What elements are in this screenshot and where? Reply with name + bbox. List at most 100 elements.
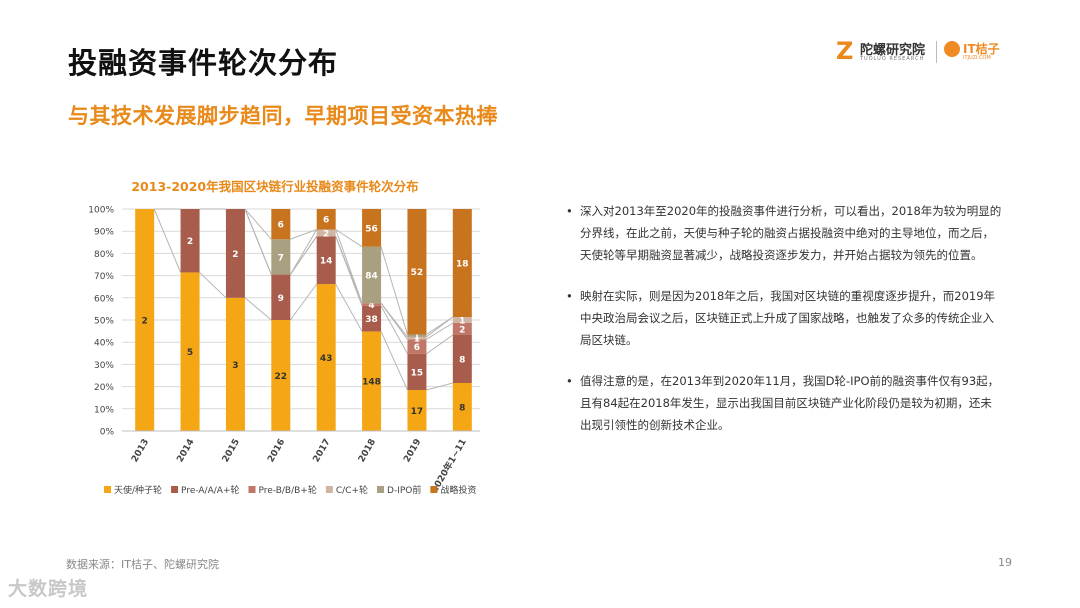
bar-segment <box>271 320 291 431</box>
data-label: 17 <box>411 407 424 417</box>
logo-divider <box>936 41 937 63</box>
x-tick-label: 2017 <box>312 438 333 465</box>
data-label: 8 <box>459 356 465 366</box>
page-subtitle: 与其技术发展脚步趋同，早期项目受资本热捧 <box>68 104 498 128</box>
bar-segment <box>316 229 336 237</box>
itjuzi-logo-name: IT桔子 <box>963 42 1000 56</box>
data-label: 1 <box>459 317 465 327</box>
data-label: 4 <box>368 301 374 311</box>
data-label: 52 <box>411 268 424 278</box>
data-label: 84 <box>365 271 378 281</box>
bar-segment <box>407 209 427 335</box>
data-label: 14 <box>320 257 333 267</box>
series-connector-line <box>426 382 453 391</box>
y-tick-label: 10% <box>94 405 114 415</box>
page-number: 19 <box>998 556 1012 569</box>
series-connector-line <box>244 208 272 240</box>
y-tick-label: 40% <box>94 339 114 349</box>
bar-segment <box>362 303 382 306</box>
chart-title: 2013-2020年我国区块链行业投融资事件轮次分布 <box>131 179 419 194</box>
legend-label: Pre-A/A/A+轮 <box>181 484 239 496</box>
bar-segment <box>452 335 472 383</box>
tuoluo-logo-en: TUOLUO RESEARCH <box>860 56 925 62</box>
series-connector-line <box>153 208 182 273</box>
bar-segment <box>271 239 291 275</box>
data-label: 2 <box>142 317 148 327</box>
data-label: 22 <box>275 372 288 382</box>
x-tick-label: 2018 <box>357 438 378 465</box>
series-connector-line <box>380 246 408 335</box>
data-label: 38 <box>365 315 378 325</box>
data-label: 15 <box>411 368 424 378</box>
series-connector-line <box>380 331 408 391</box>
bar-segment <box>452 323 472 335</box>
legend-label: 天使/种子轮 <box>114 484 162 496</box>
bar-segment <box>362 331 382 431</box>
bar-segment <box>407 353 427 390</box>
x-tick-label: 2015 <box>221 438 242 465</box>
bar-segment <box>135 209 155 431</box>
bar-segment <box>180 272 200 431</box>
y-tick-label: 50% <box>94 317 114 327</box>
y-tick-label: 70% <box>94 272 114 282</box>
legend-label: Pre-B/B/B+轮 <box>258 484 316 496</box>
series-connector-line <box>426 334 454 355</box>
bar-segment <box>271 209 291 240</box>
series-connector-line <box>380 302 408 338</box>
bar-segment <box>407 339 427 354</box>
y-tick-label: 90% <box>94 228 114 238</box>
legend-label: D-IPO前 <box>387 484 421 496</box>
bar-segment <box>407 336 427 340</box>
itjuzi-logo-sub: ITJUZI.COM <box>963 55 991 61</box>
y-tick-label: 80% <box>94 250 114 260</box>
series-connector-line <box>289 229 318 275</box>
bar-segment <box>362 209 382 247</box>
series-connector-line <box>426 322 454 340</box>
y-tick-label: 60% <box>94 294 114 304</box>
legend-swatch <box>377 486 385 493</box>
series-connector-line <box>289 283 318 321</box>
series-connector-line <box>289 236 318 275</box>
data-label: 9 <box>278 294 284 304</box>
data-label: 2 <box>459 326 465 336</box>
data-label: 5 <box>187 348 193 358</box>
series-connector-line <box>244 208 272 275</box>
series-connector-line <box>335 229 363 248</box>
bullet-item: 值得注意的是，在2013年到2020年11月，我国D轮-IPO前的融资事件仅有9… <box>566 370 1002 436</box>
bar-segment <box>362 305 382 332</box>
legend-swatch <box>171 486 179 493</box>
legend-swatch <box>325 486 333 493</box>
y-tick-label: 0% <box>100 428 115 438</box>
bullet-item: 深入对2013年至2020年的投融资事件进行分析，可以看出，2018年为较为明显… <box>566 200 1002 266</box>
legend-swatch <box>104 486 111 493</box>
itjuzi-logo-icon <box>944 41 960 57</box>
data-label: 1 <box>414 335 420 345</box>
data-label: 8 <box>459 404 465 414</box>
round-distribution-chart: 0%10%20%30%40%50%60%70%80%90%100%2201352… <box>88 206 480 496</box>
y-tick-label: 100% <box>88 206 114 216</box>
legend-swatch <box>248 486 256 493</box>
analysis-bullets: 深入对2013年至2020年的投融资事件进行分析，可以看出，2018年为较为明显… <box>566 200 1002 455</box>
data-label: 43 <box>320 354 333 364</box>
page-title: 投融资事件轮次分布 <box>68 46 339 80</box>
data-label: 6 <box>323 216 329 226</box>
series-connector-line <box>426 316 454 335</box>
bar-segment <box>362 246 382 304</box>
series-connector-line <box>290 229 317 240</box>
data-label: 6 <box>414 343 420 353</box>
bar-segment <box>407 334 427 337</box>
data-source: 数据来源：IT桔子、陀螺研究院 <box>66 558 219 571</box>
x-tick-label: 2013 <box>130 438 151 465</box>
bar-segment <box>316 236 336 285</box>
data-label: 2 <box>232 250 238 260</box>
bar-segment <box>452 317 472 323</box>
data-label: 18 <box>456 260 469 270</box>
bar-segment <box>225 209 245 298</box>
x-tick-label: 2019 <box>402 438 423 465</box>
legend-swatch <box>430 486 438 493</box>
tuoluo-logo-icon: Z <box>836 37 854 65</box>
series-connector-line <box>335 229 363 304</box>
data-label: 148 <box>362 378 381 388</box>
data-label: 7 <box>278 253 284 263</box>
data-label: 3 <box>232 361 238 371</box>
